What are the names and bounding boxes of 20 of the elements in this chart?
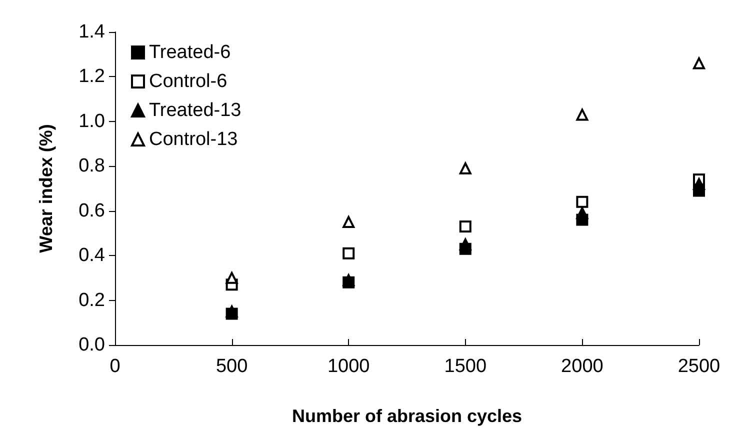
y-tick-label: 0.6 [78, 200, 105, 222]
x-tick-label: 1000 [327, 356, 370, 377]
x-tick-label: 1500 [444, 356, 487, 377]
y-tick-label: 0.8 [78, 156, 105, 177]
y-tick-label: 0.0 [78, 334, 105, 356]
x-axis-title: Number of abrasion cycles [292, 406, 522, 426]
x-tick-label: 2500 [678, 356, 720, 377]
y-tick-label: 0.4 [78, 245, 106, 266]
x-tick-label: 500 [216, 356, 248, 377]
x-tick-label: 2000 [561, 356, 604, 377]
y-tick-label: 1.4 [78, 22, 106, 42]
legend-label: Treated-13 [149, 100, 242, 121]
y-tick-label: 1.0 [78, 110, 105, 132]
legend-label: Treated-6 [149, 42, 231, 63]
y-tick-label: 1.2 [78, 66, 105, 88]
y-tick-label: 0.2 [78, 290, 105, 311]
legend-label: Control-6 [149, 71, 228, 92]
x-tick-label: 0 [110, 356, 120, 377]
legend-label: Control-13 [149, 129, 238, 150]
y-axis-title: Wear index (%) [36, 124, 56, 253]
